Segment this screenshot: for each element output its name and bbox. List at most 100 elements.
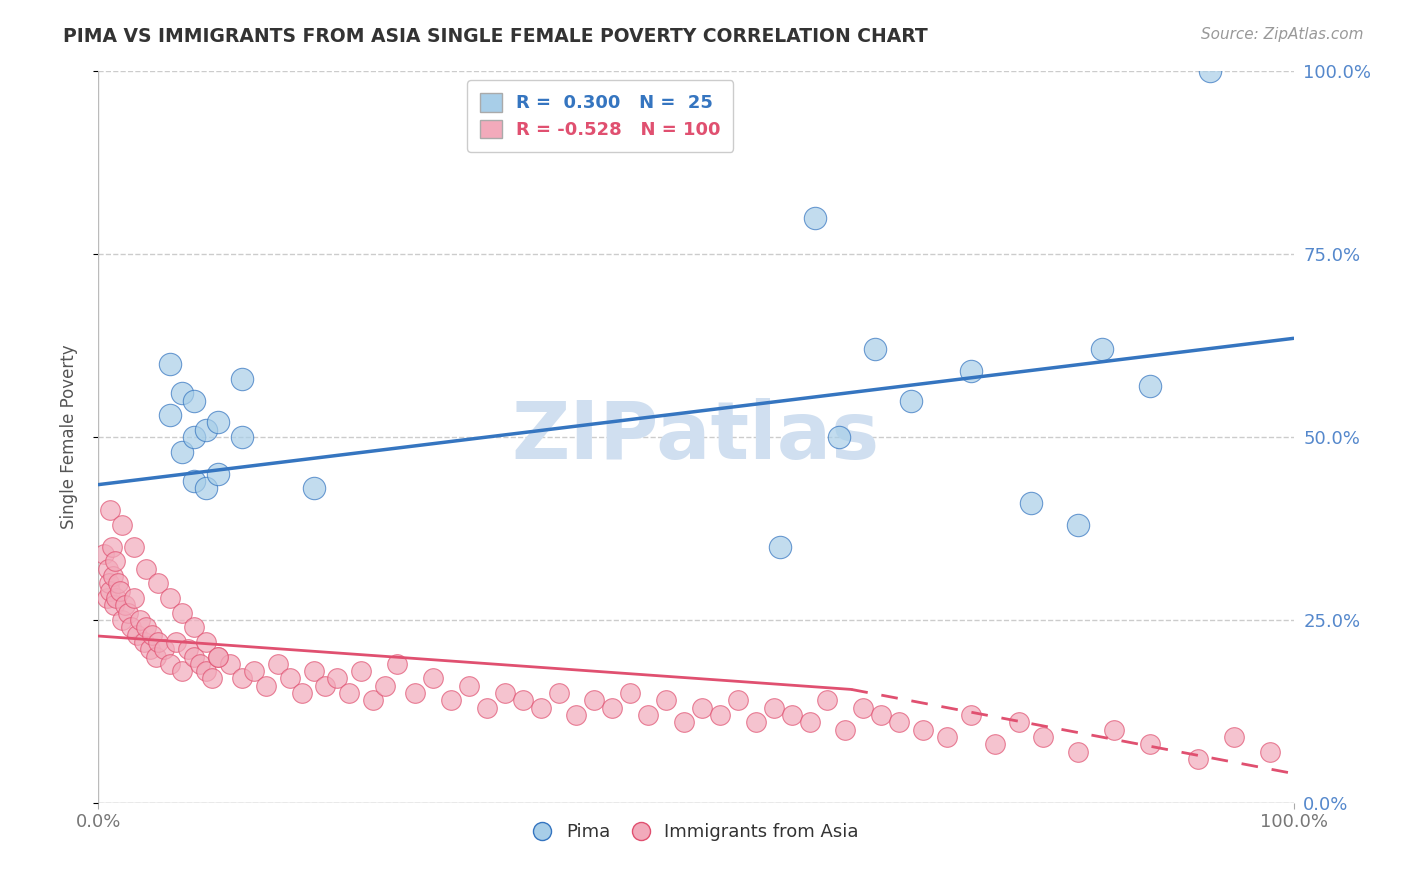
Point <box>100 540 122 554</box>
Point <box>350 664 373 678</box>
Point <box>302 481 325 495</box>
Point <box>655 693 678 707</box>
Point <box>145 649 167 664</box>
Point <box>302 664 325 678</box>
Point <box>159 591 181 605</box>
Point <box>108 583 131 598</box>
Point <box>207 649 229 664</box>
Point <box>363 693 385 707</box>
Point <box>141 627 163 641</box>
Point <box>231 672 253 686</box>
Point <box>278 672 301 686</box>
Point <box>97 562 120 576</box>
Point <box>745 715 768 730</box>
Point <box>183 649 205 664</box>
Point <box>865 343 887 357</box>
Point <box>103 599 125 613</box>
Point <box>936 730 959 744</box>
Point <box>494 686 516 700</box>
Point <box>1187 752 1209 766</box>
Text: ZIPatlas: ZIPatlas <box>512 398 880 476</box>
Point <box>512 693 534 707</box>
Point <box>219 657 242 671</box>
Point <box>207 467 229 481</box>
Point <box>195 423 218 437</box>
Point <box>148 635 170 649</box>
Point <box>267 657 290 671</box>
Point <box>177 642 200 657</box>
Point <box>101 569 124 583</box>
Point <box>124 591 146 605</box>
Point <box>98 583 122 598</box>
Point <box>404 686 426 700</box>
Point <box>1091 343 1114 357</box>
Point <box>104 554 127 568</box>
Point <box>780 708 803 723</box>
Point <box>440 693 463 707</box>
Y-axis label: Single Female Poverty: Single Female Poverty <box>59 345 77 529</box>
Point <box>768 540 790 554</box>
Point <box>117 606 139 620</box>
Point <box>1067 745 1090 759</box>
Point <box>105 591 128 605</box>
Point <box>326 672 349 686</box>
Point <box>254 679 277 693</box>
Point <box>132 635 155 649</box>
Point <box>1067 517 1090 532</box>
Point <box>124 540 146 554</box>
Point <box>602 700 624 714</box>
Point <box>98 503 122 517</box>
Point <box>960 708 983 723</box>
Point <box>673 715 696 730</box>
Point <box>231 371 253 385</box>
Point <box>637 708 659 723</box>
Point <box>1008 715 1031 730</box>
Point <box>172 444 194 458</box>
Point <box>834 723 856 737</box>
Point <box>231 430 253 444</box>
Point <box>762 700 785 714</box>
Point <box>114 599 136 613</box>
Point <box>1104 723 1126 737</box>
Point <box>911 723 934 737</box>
Point <box>153 642 176 657</box>
Point <box>1223 730 1246 744</box>
Point <box>828 430 851 444</box>
Point <box>291 686 314 700</box>
Point <box>1032 730 1054 744</box>
Point <box>148 576 170 591</box>
Point <box>195 481 218 495</box>
Point <box>709 708 731 723</box>
Point <box>183 620 205 634</box>
Point <box>172 606 194 620</box>
Point <box>960 364 983 378</box>
Point <box>159 357 181 371</box>
Point <box>93 547 115 561</box>
Point <box>889 715 911 730</box>
Point <box>1199 64 1222 78</box>
Point <box>207 416 229 430</box>
Point <box>243 664 266 678</box>
Point <box>1019 496 1042 510</box>
Point <box>1139 379 1161 393</box>
Legend: Pima, Immigrants from Asia: Pima, Immigrants from Asia <box>526 816 866 848</box>
Point <box>374 679 396 693</box>
Point <box>984 737 1007 751</box>
Point <box>111 517 134 532</box>
Point <box>135 562 157 576</box>
Point <box>129 613 152 627</box>
Text: PIMA VS IMMIGRANTS FROM ASIA SINGLE FEMALE POVERTY CORRELATION CHART: PIMA VS IMMIGRANTS FROM ASIA SINGLE FEMA… <box>63 27 928 45</box>
Point <box>195 635 218 649</box>
Point <box>172 386 194 401</box>
Point <box>900 393 922 408</box>
Point <box>195 664 218 678</box>
Point <box>815 693 838 707</box>
Text: Source: ZipAtlas.com: Source: ZipAtlas.com <box>1201 27 1364 42</box>
Point <box>207 649 229 664</box>
Point <box>727 693 749 707</box>
Point <box>690 700 713 714</box>
Point <box>1258 745 1281 759</box>
Point <box>125 627 148 641</box>
Point <box>565 708 588 723</box>
Point <box>530 700 553 714</box>
